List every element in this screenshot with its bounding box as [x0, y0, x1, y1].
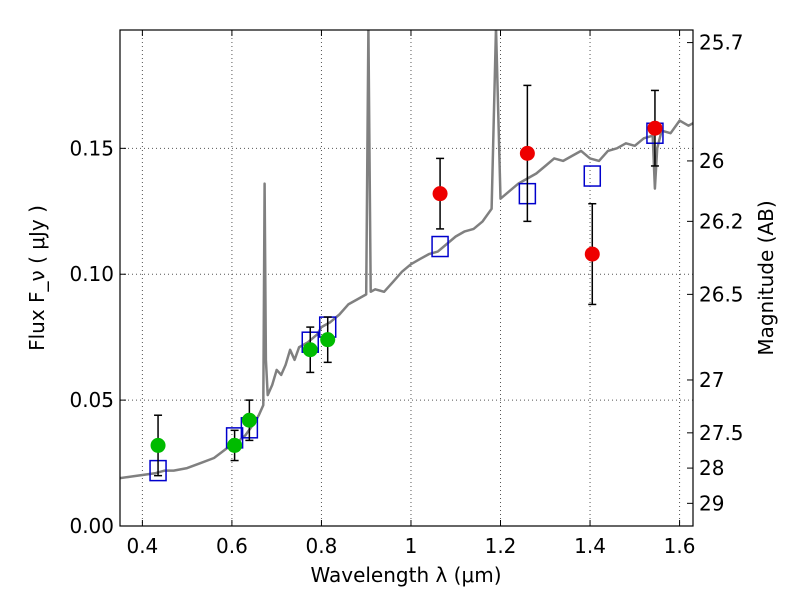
- y2-tick-label: 25.7: [699, 31, 744, 55]
- y2-tick-label: 26.5: [699, 282, 744, 306]
- y2-tick-label: 26: [699, 149, 724, 173]
- red-data-point: [584, 246, 600, 262]
- plot-frame: [119, 29, 694, 527]
- y2-tick-label: 27.5: [699, 421, 744, 445]
- y-tick-label: 0.10: [69, 262, 114, 286]
- x-tick-label: 0.6: [216, 534, 248, 558]
- y-tick-label: 0.05: [69, 388, 114, 412]
- y2-tick-label: 27: [699, 368, 724, 392]
- green-data-point: [320, 332, 336, 348]
- y2-axis-title: Magnitude (AB): [754, 200, 778, 355]
- green-data-point: [227, 437, 243, 453]
- y-tick-label: 0.00: [69, 514, 114, 538]
- red-data-point: [432, 186, 448, 202]
- green-data-point: [150, 437, 166, 453]
- y-axis-title: Flux F_ν ( μJy ): [25, 205, 49, 351]
- green-data-point: [241, 412, 257, 428]
- y2-tick-label: 29: [699, 491, 724, 515]
- model-photometry-square: [431, 235, 449, 258]
- x-tick-label: 0.4: [126, 534, 158, 558]
- model-spectrum-line: [120, 30, 693, 480]
- x-tick-label: 1: [405, 534, 418, 558]
- x-tick-label: 0.8: [306, 534, 338, 558]
- x-axis-title: Wavelength λ (μm): [310, 563, 501, 587]
- model-photometry-square: [583, 165, 602, 187]
- grid-lines: [120, 30, 693, 527]
- x-tick-label: 1.4: [574, 534, 606, 558]
- x-tick-label: 1.2: [485, 534, 517, 558]
- y2-tick-label: 28: [699, 456, 724, 480]
- y-tick-label: 0.15: [69, 136, 114, 160]
- red-data-point: [519, 145, 535, 161]
- x-tick-label: 1.6: [664, 534, 696, 558]
- green-data-point: [302, 342, 318, 358]
- y2-tick-label: 26.2: [699, 209, 744, 233]
- plot-area: [120, 30, 693, 482]
- axis-ticks: 0.4 0.6 0.8 1 1.2 1.4 1.6 0.00 0.05 0.10 0.15 25.7 2…: [69, 30, 744, 558]
- red-data-point: [647, 120, 663, 136]
